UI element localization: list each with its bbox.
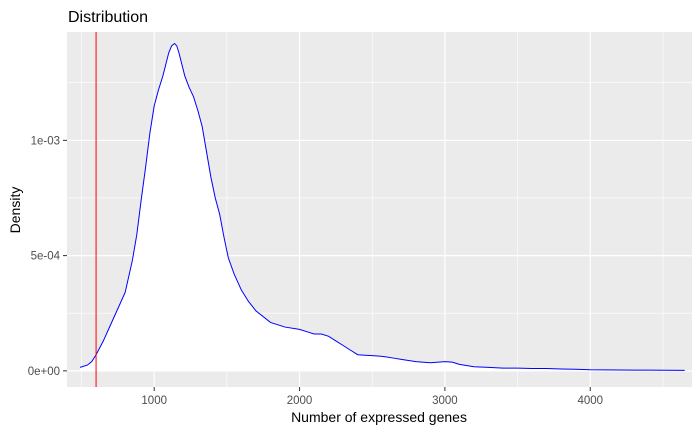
x-tick-label: 4000 (577, 395, 603, 407)
y-tick-label: 0e+00 (28, 366, 60, 378)
x-axis-title: Number of expressed genes (291, 409, 467, 425)
x-tick-label: 2000 (287, 395, 313, 407)
chart-title: Distribution (68, 9, 148, 26)
x-axis-ticks: 1000 2000 3000 4000 (141, 387, 603, 407)
density-line (79, 42, 685, 371)
y-tick-label: 1e-03 (31, 135, 60, 147)
y-axis-title: Density (7, 187, 23, 234)
x-tick-label: 3000 (432, 395, 458, 407)
x-tick-label: 1000 (141, 395, 167, 407)
density-area (80, 43, 685, 371)
y-axis-ticks: 0e+00 5e-04 1e-03 (28, 135, 67, 378)
y-tick-label: 5e-04 (31, 251, 61, 263)
